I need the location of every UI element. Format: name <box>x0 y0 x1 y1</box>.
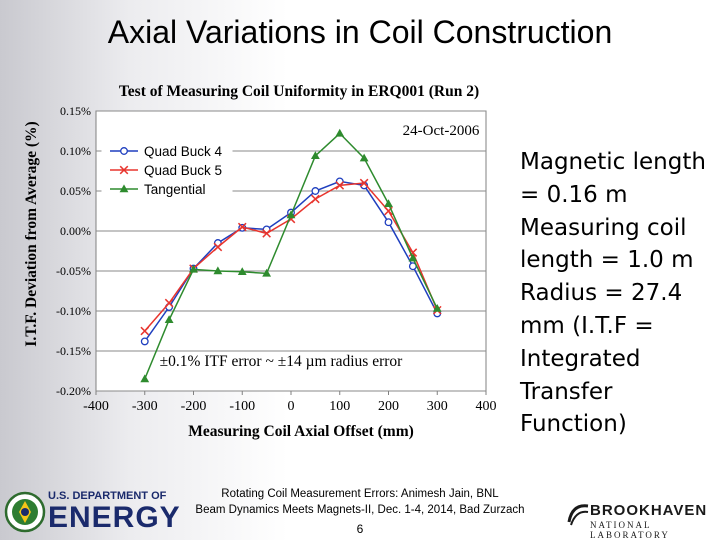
x-tick-label: 400 <box>476 399 497 414</box>
data-point <box>237 222 247 232</box>
y-tick-label: 0.05% <box>60 184 91 198</box>
data-point <box>408 253 418 262</box>
x-tick-label: 0 <box>288 399 295 414</box>
chart-title: Test of Measuring Coil Uniformity in ERQ… <box>119 83 479 100</box>
data-point <box>140 326 150 336</box>
itf-deviation-chart: Test of Measuring Coil Uniformity in ERQ… <box>23 83 497 440</box>
data-point <box>189 264 198 273</box>
legend-label: Quad Buck 4 <box>144 144 223 159</box>
data-point <box>213 266 223 275</box>
x-axis-label: Measuring Coil Axial Offset (mm) <box>188 423 414 440</box>
data-point <box>432 304 442 312</box>
doe-logo-line-1: U.S. DEPARTMENT OF <box>48 490 167 502</box>
legend-label: Tangential <box>144 182 206 197</box>
data-point <box>359 153 369 162</box>
data-point <box>311 187 320 195</box>
slide-title: Axial Variations in Coil Construction <box>107 14 613 50</box>
doe-logo: U.S. DEPARTMENT OF ENERGY <box>4 486 180 536</box>
data-point <box>310 151 320 159</box>
doe-logo-line-2: ENERGY <box>48 501 181 534</box>
y-tick-label: 0.00% <box>60 224 91 238</box>
footer-author-line: Rotating Coil Measurement Errors: Animes… <box>221 488 499 500</box>
bnl-logo-line-2: NATIONAL LABORATORY <box>590 520 670 540</box>
page-number: 6 <box>356 522 364 536</box>
data-point <box>119 165 129 175</box>
footer-conference-line: Beam Dynamics Meets Magnets-II, Dec. 1-4… <box>195 504 525 516</box>
y-axis-label: I.T.F. Deviation from Average (%) <box>23 121 40 346</box>
x-tick-label: 300 <box>427 399 448 414</box>
x-tick-label: 200 <box>378 399 399 414</box>
y-tick-label: -0.20% <box>56 384 91 398</box>
y-tick-label: -0.05% <box>56 264 91 278</box>
series-tangential <box>140 128 442 383</box>
date-annotation: 24-Oct-2006 <box>403 123 480 139</box>
data-point <box>384 218 393 227</box>
data-point <box>140 374 150 383</box>
legend: Quad Buck 4 Quad Buck 5 Tangential <box>101 138 233 202</box>
data-point <box>262 268 272 277</box>
data-point <box>408 248 418 257</box>
x-tick-label: -400 <box>83 399 109 414</box>
data-point <box>164 298 174 308</box>
data-point <box>311 194 320 204</box>
data-point <box>213 242 223 252</box>
y-tick-label: -0.15% <box>56 344 91 358</box>
data-point <box>286 210 296 219</box>
data-point <box>335 181 345 190</box>
data-point <box>164 315 174 323</box>
data-point <box>384 199 393 207</box>
x-tick-label: -100 <box>229 399 255 414</box>
data-point <box>359 178 369 188</box>
error-annotation: ±0.1% ITF error ~ ±14 µm radius error <box>160 353 403 370</box>
x-tick-label: -200 <box>181 399 207 414</box>
data-point <box>262 229 271 238</box>
doe-seal-icon <box>4 491 46 533</box>
y-tick-label: 0.10% <box>60 144 91 158</box>
bnl-logo-line-1: BROOKHAVEN <box>590 502 708 519</box>
legend-label: Quad Buck 5 <box>144 163 222 178</box>
data-point <box>120 147 128 155</box>
bnl-logo: BROOKHAVEN NATIONAL LABORATORY <box>566 496 716 540</box>
y-tick-label: 0.15% <box>60 104 91 118</box>
data-point <box>119 184 129 193</box>
x-tick-label: -300 <box>132 399 158 414</box>
data-point <box>140 337 149 346</box>
data-point <box>237 267 247 275</box>
x-tick-label: 100 <box>329 399 350 414</box>
footer: Rotating Coil Measurement Errors: Animes… <box>170 486 550 537</box>
bnl-swirl-icon <box>567 504 589 526</box>
y-tick-label: -0.10% <box>56 304 91 318</box>
coil-parameters-text: Magnetic length = 0.16 m Measuring coil … <box>520 149 706 438</box>
data-point <box>335 128 345 137</box>
